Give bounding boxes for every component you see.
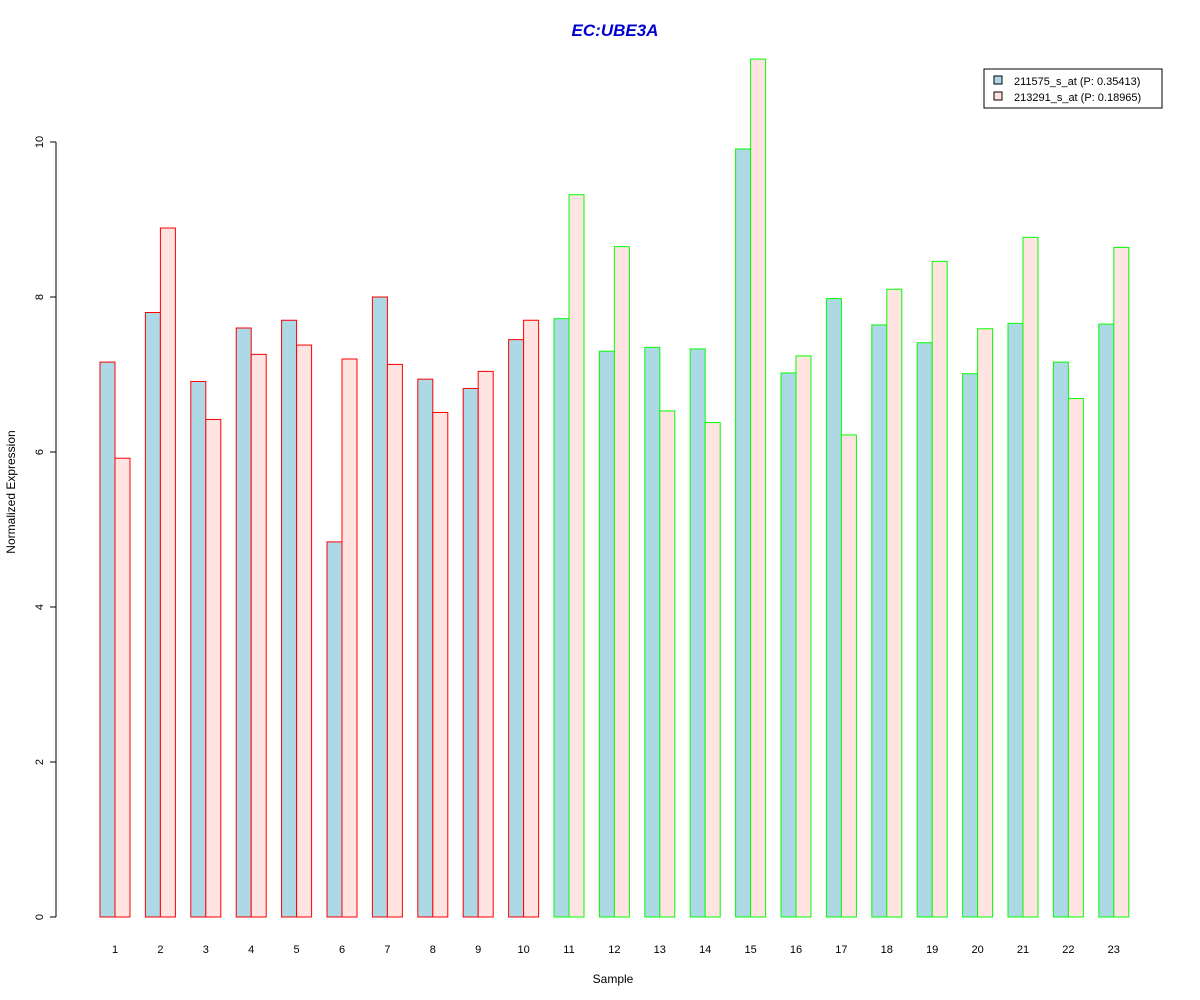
- bar-sample-12-series-1: [598, 350, 615, 918]
- legend: 211575_s_at (P: 0.35413) 213291_s_at (P:…: [983, 68, 1163, 109]
- x-tick-label-3: 3: [203, 944, 209, 956]
- bar-sample-18-series-1: [871, 324, 888, 918]
- x-tick-label-4: 4: [248, 944, 254, 956]
- bar-sample-7-series-2: [386, 363, 403, 918]
- bar-sample-5-series-2: [296, 344, 313, 918]
- y-tick-label-0: 0: [34, 914, 46, 920]
- x-tick-label-18: 18: [881, 944, 893, 956]
- bar-sample-4-series-1: [235, 327, 252, 918]
- legend-label-211575: 211575_s_at (P: 0.35413): [1014, 76, 1140, 88]
- bar-sample-20-series-2: [977, 328, 994, 918]
- y-axis-title: Normalized Expression: [4, 430, 18, 553]
- x-tick-label-22: 22: [1062, 944, 1074, 956]
- x-tick-label-11: 11: [563, 944, 574, 956]
- bar-sample-6-series-2: [341, 358, 358, 918]
- x-tick-label-2: 2: [157, 944, 163, 956]
- y-tick-label-4: 4: [34, 604, 46, 610]
- bar-sample-7-series-1: [371, 296, 388, 918]
- bar-sample-11-series-1: [553, 318, 570, 918]
- y-axis: 0 2 4 6 8 10: [34, 136, 57, 920]
- bar-sample-8-series-1: [417, 378, 434, 918]
- bar-sample-13-series-2: [659, 410, 676, 918]
- bar-sample-22-series-1: [1052, 361, 1069, 918]
- x-tick-labels: 1 2 3 4 5 6 7 8 9 10 11 12 13 14 15 16 17 18 19 20 21 22 23: [112, 944, 1120, 956]
- legend-swatch-211575: [993, 75, 1003, 85]
- bar-sample-22-series-2: [1067, 398, 1084, 918]
- chart-title: EC:UBE3A: [572, 21, 659, 40]
- bar-sample-10-series-2: [523, 319, 540, 918]
- bar-sample-2-series-1: [144, 312, 161, 918]
- x-tick-label-16: 16: [790, 944, 802, 956]
- bar-sample-5-series-1: [281, 319, 298, 918]
- bars-group: [99, 58, 1130, 918]
- bar-sample-17-series-2: [840, 434, 857, 918]
- bar-sample-14-series-2: [704, 422, 721, 918]
- bar-sample-12-series-2: [613, 246, 630, 918]
- x-tick-label-10: 10: [517, 944, 529, 956]
- x-axis-title: Sample: [593, 972, 634, 986]
- x-tick-label-19: 19: [926, 944, 938, 956]
- bar-sample-8-series-2: [432, 411, 449, 918]
- x-tick-label-5: 5: [294, 944, 300, 956]
- x-tick-label-9: 9: [475, 944, 481, 956]
- x-tick-label-6: 6: [339, 944, 345, 956]
- legend-swatch-213291: [993, 91, 1003, 101]
- bar-sample-23-series-2: [1113, 246, 1130, 918]
- x-tick-label-1: 1: [112, 944, 118, 956]
- y-tick-label-2: 2: [34, 759, 46, 765]
- bar-sample-19-series-1: [916, 342, 933, 918]
- bar-sample-14-series-1: [689, 348, 706, 918]
- bar-sample-19-series-2: [931, 260, 948, 918]
- bar-sample-2-series-2: [159, 227, 176, 918]
- x-tick-label-14: 14: [699, 944, 711, 956]
- x-tick-label-15: 15: [744, 944, 756, 956]
- bar-sample-16-series-1: [780, 372, 797, 918]
- bar-sample-4-series-2: [250, 353, 267, 918]
- x-tick-label-12: 12: [608, 944, 620, 956]
- y-tick-label-10: 10: [34, 136, 46, 148]
- y-tick-label-8: 8: [34, 294, 46, 300]
- x-tick-label-8: 8: [430, 944, 436, 956]
- x-tick-label-20: 20: [971, 944, 983, 956]
- bar-sample-17-series-1: [825, 298, 842, 918]
- legend-box: [983, 68, 1163, 109]
- bar-sample-11-series-2: [568, 194, 585, 918]
- bar-sample-16-series-2: [795, 355, 812, 918]
- bar-sample-18-series-2: [886, 288, 903, 918]
- bar-sample-6-series-1: [326, 541, 343, 918]
- bar-sample-9-series-2: [477, 370, 494, 918]
- bar-sample-15-series-2: [750, 58, 767, 918]
- bar-sample-9-series-1: [462, 387, 479, 918]
- x-tick-label-21: 21: [1017, 944, 1029, 956]
- bar-sample-1-series-1: [99, 361, 116, 918]
- bar-sample-3-series-2: [205, 418, 222, 918]
- x-tick-label-17: 17: [835, 944, 847, 956]
- x-tick-label-23: 23: [1108, 944, 1120, 956]
- bar-sample-23-series-1: [1098, 323, 1115, 918]
- y-tick-label-6: 6: [34, 449, 46, 455]
- bar-sample-20-series-1: [962, 373, 979, 918]
- bar-sample-1-series-2: [114, 457, 131, 918]
- bar-sample-13-series-1: [644, 346, 661, 918]
- x-tick-label-7: 7: [384, 944, 390, 956]
- legend-label-213291: 213291_s_at (P: 0.18965): [1014, 92, 1141, 104]
- bar-sample-3-series-1: [190, 380, 207, 918]
- x-tick-label-13: 13: [654, 944, 666, 956]
- bar-sample-15-series-1: [735, 148, 752, 918]
- bar-sample-21-series-2: [1022, 236, 1039, 918]
- bar-sample-10-series-1: [508, 339, 525, 918]
- bar-sample-21-series-1: [1007, 322, 1024, 918]
